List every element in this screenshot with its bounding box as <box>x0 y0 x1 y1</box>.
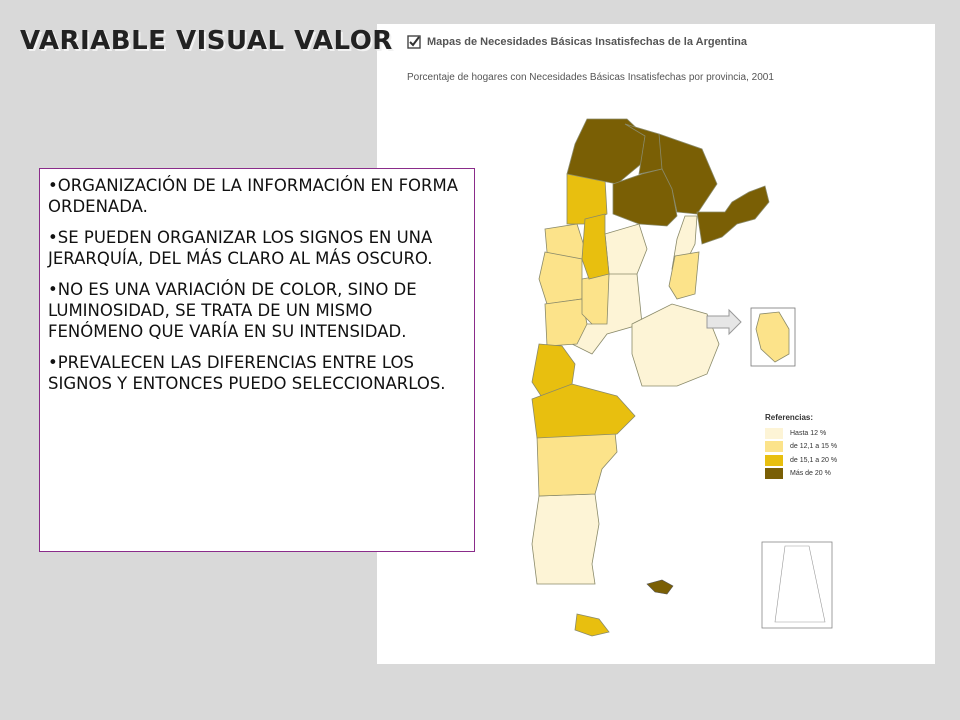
legend-item: Más de 20 % <box>765 468 837 480</box>
legend-label-2: de 12,1 a 15 % <box>790 443 838 450</box>
text-box: ORGANIZACIÓN DE LA INFORMACIÓN EN FORMA … <box>39 168 475 552</box>
province-dark-4 <box>612 168 678 227</box>
bullet-item-2: SE PUEDEN ORGANIZAR LOS SIGNOS EN UNA JE… <box>48 227 468 269</box>
province-dark-5 <box>696 185 770 245</box>
slide-title: VARIABLE VISUAL VALOR <box>20 26 393 56</box>
legend-label-1: Hasta 12 % <box>790 429 827 437</box>
bullet-item-3: NO ES UNA VARIACIÓN DE COLOR, SINO DE LU… <box>48 279 468 342</box>
legend-item: de 12,1 a 15 % <box>765 441 837 453</box>
legend-item: de 15,1 a 20 % <box>765 454 837 466</box>
province-med-7 <box>755 311 790 363</box>
legend-swatch-3 <box>765 454 783 466</box>
inset-frame <box>750 307 796 367</box>
legend-title: Referencias: <box>765 413 814 422</box>
argentina-map <box>531 118 833 637</box>
arrow-right-icon <box>706 308 742 336</box>
bullet-item-1: ORGANIZACIÓN DE LA INFORMACIÓN EN FORMA … <box>48 175 468 217</box>
legend-swatch-1 <box>765 427 783 439</box>
legend-label-3: de 15,1 a 20 % <box>790 456 838 464</box>
map-subtitle: Porcentaje de hogares con Necesidades Bá… <box>407 72 774 83</box>
legend-swatch-4 <box>765 468 783 479</box>
legend-item: Hasta 12 % <box>765 427 837 439</box>
antarctic-sector <box>774 545 826 623</box>
province-light-4 <box>531 493 600 585</box>
legend-label-4: Más de 20 % <box>790 470 831 477</box>
bullet-list: ORGANIZACIÓN DE LA INFORMACIÓN EN FORMA … <box>48 175 468 394</box>
antarctic-inset-frame <box>761 541 833 629</box>
province-med-3 <box>544 298 588 347</box>
map-title: Mapas de Necesidades Básicas Insatisfech… <box>427 36 747 48</box>
islands-shape <box>646 579 674 595</box>
checkbox-icon <box>407 35 421 49</box>
province-med-2 <box>538 251 583 305</box>
province-med-5 <box>668 251 700 300</box>
province-high-4 <box>531 383 636 439</box>
legend: Referencias: Hasta 12 % de 12,1 a 15 % d… <box>765 413 837 481</box>
map-header: Mapas de Necesidades Básicas Insatisfech… <box>407 30 747 54</box>
province-med-4 <box>581 273 610 325</box>
province-high-2 <box>581 213 610 280</box>
legend-swatch-2 <box>765 441 783 452</box>
province-light-3 <box>631 303 720 387</box>
province-high-5 <box>574 613 610 637</box>
bullet-item-4: PREVALECEN LAS DIFERENCIAS ENTRE LOS SIG… <box>48 352 468 394</box>
province-med-6 <box>536 431 618 497</box>
